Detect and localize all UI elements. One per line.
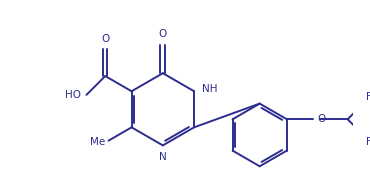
Text: F: F xyxy=(366,92,370,102)
Text: HO: HO xyxy=(65,90,81,100)
Text: NH: NH xyxy=(202,84,217,94)
Text: O: O xyxy=(101,34,110,44)
Text: O: O xyxy=(317,114,326,124)
Text: O: O xyxy=(159,29,167,39)
Text: Me: Me xyxy=(90,137,105,146)
Text: N: N xyxy=(159,152,167,162)
Text: F: F xyxy=(366,137,370,147)
